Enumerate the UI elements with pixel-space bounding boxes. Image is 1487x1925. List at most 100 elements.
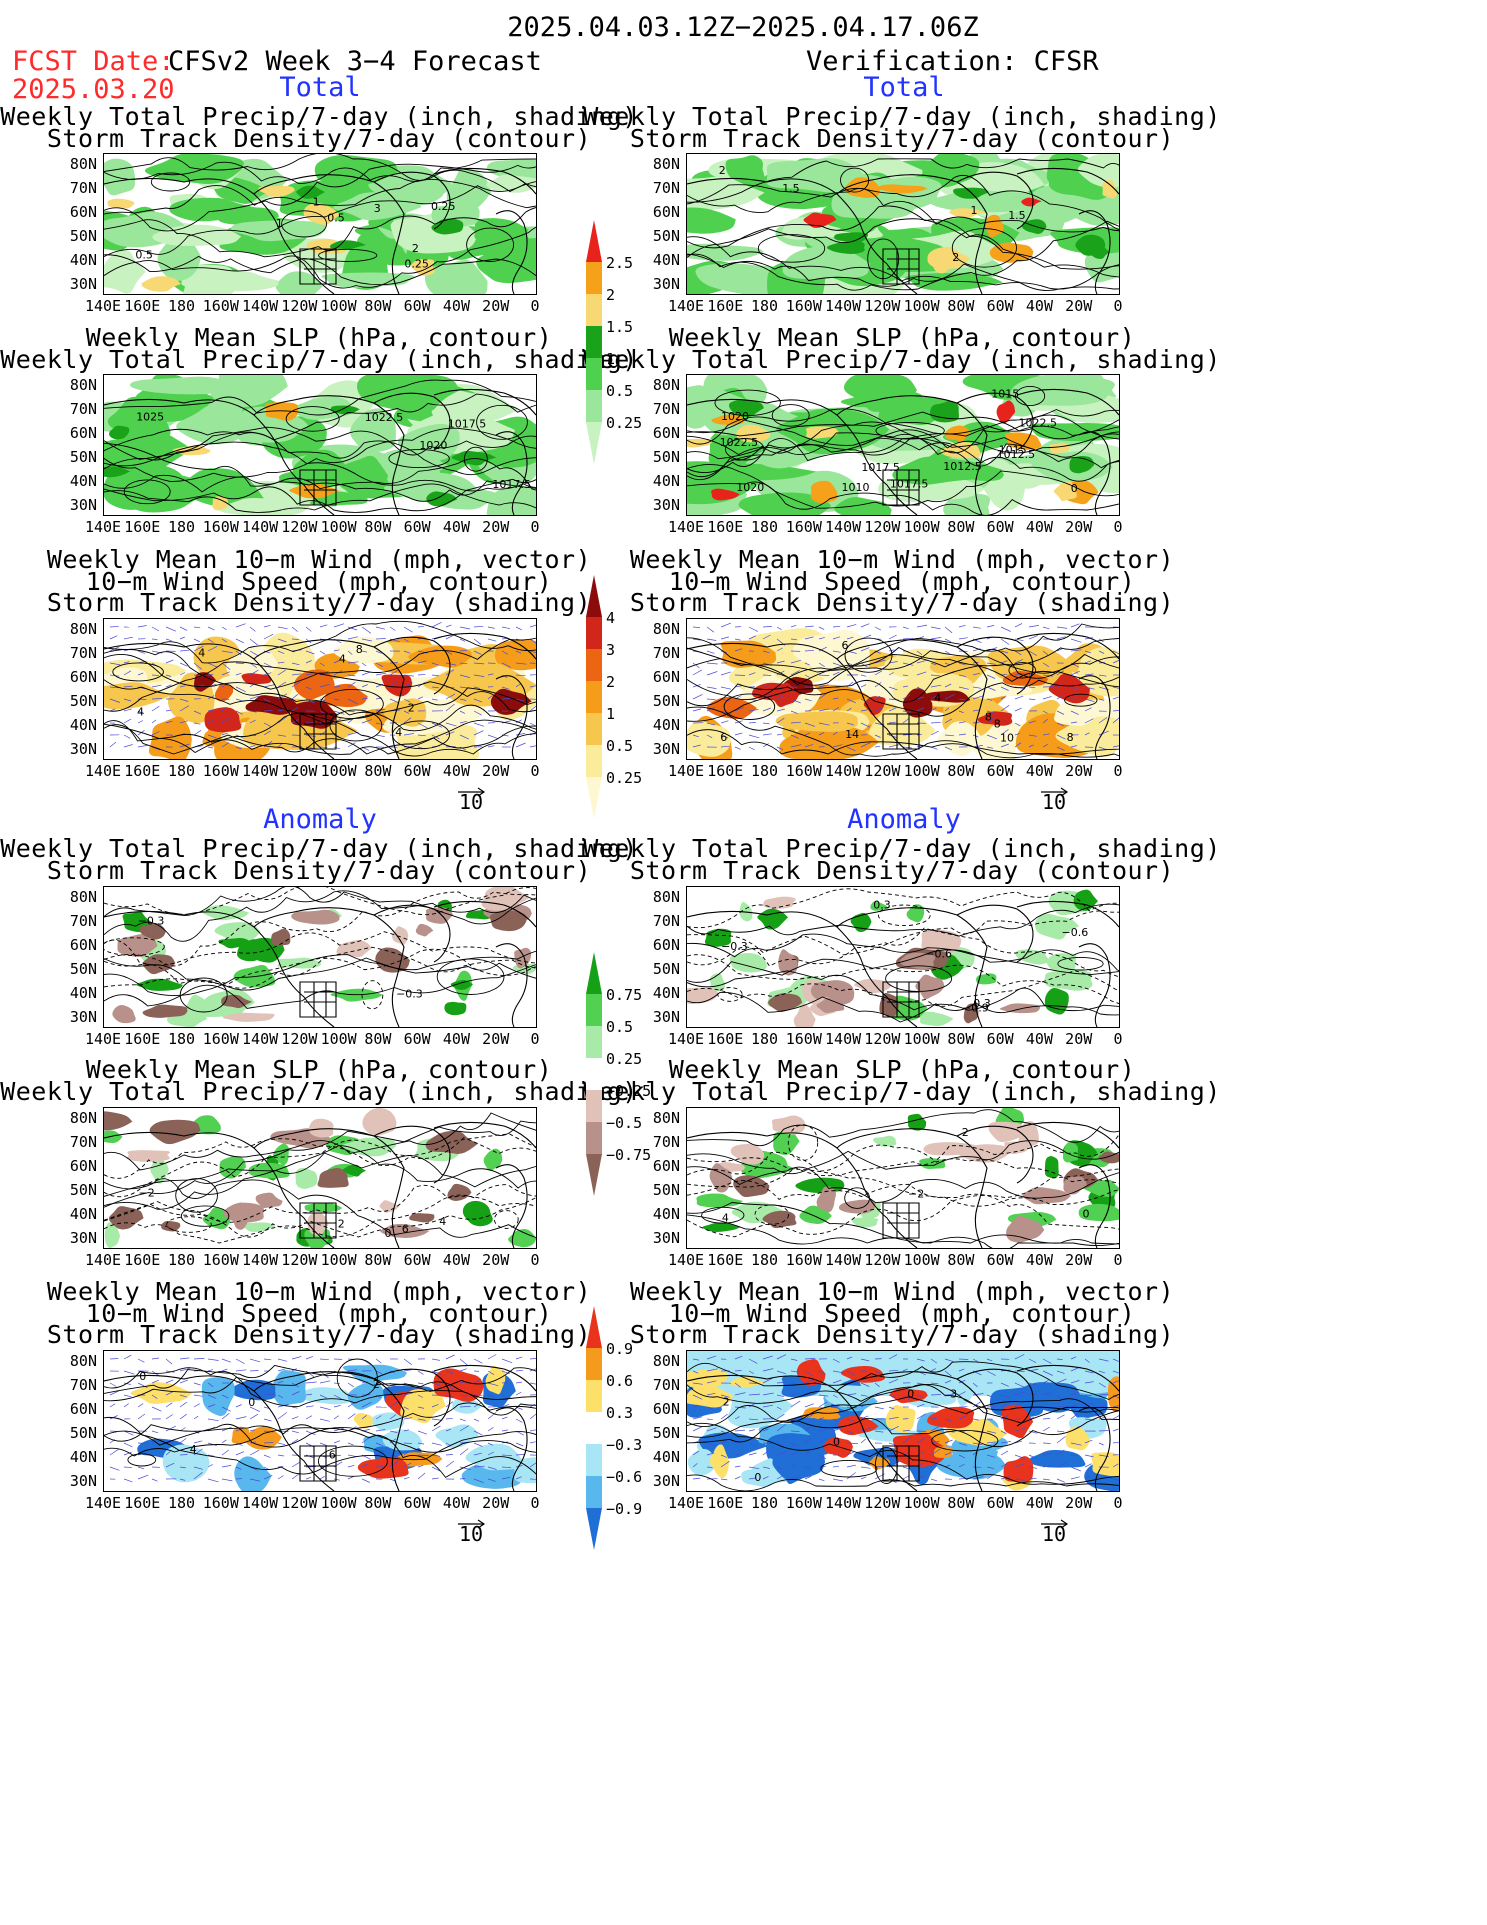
- lon-label: 20W: [482, 1251, 510, 1269]
- wind-vector: [277, 716, 287, 724]
- wind-vector: [790, 624, 797, 628]
- contour-label: 4: [190, 1443, 197, 1456]
- wind-vector: [1084, 1381, 1094, 1384]
- coastline: [299, 469, 337, 506]
- storm-positive-anomaly: [933, 1446, 954, 1459]
- wind-vector: [944, 734, 955, 737]
- contour-label: 1015: [999, 443, 1027, 456]
- wind-vector: [832, 625, 841, 628]
- wind-vector: [529, 745, 536, 748]
- lon-label: 160W: [785, 762, 822, 780]
- wind-vector: [249, 710, 257, 713]
- wind-vector: [417, 1464, 424, 1468]
- contour-line: [104, 720, 536, 755]
- wind-vector: [1014, 1478, 1025, 1481]
- storm-shading: [104, 682, 172, 710]
- wind-vector: [720, 636, 729, 640]
- wind-vector: [501, 1382, 509, 1384]
- coastline: [687, 910, 918, 1027]
- wind-vector: [1070, 1404, 1078, 1408]
- wind-vector: [706, 1355, 717, 1360]
- precip-shading: [1010, 375, 1115, 406]
- wind-vector: [860, 674, 867, 677]
- colorbar-label: 1: [606, 350, 616, 368]
- wind-vector: [137, 1403, 144, 1408]
- wind-vector: [958, 674, 967, 678]
- wind-vector: [986, 717, 994, 724]
- reference-vector: [457, 1514, 487, 1533]
- wind-vector: [487, 673, 494, 676]
- wind-vector: [473, 1358, 483, 1364]
- wind-vector: [958, 1414, 969, 1420]
- wind-vector: [776, 1394, 785, 1398]
- wind-vector: [165, 1358, 173, 1365]
- wind-vector: [1028, 698, 1036, 700]
- contour-label: 1025: [136, 411, 164, 424]
- wind-vector: [986, 1394, 993, 1398]
- wind-vector: [916, 1394, 924, 1399]
- contour-line: [687, 1410, 1119, 1448]
- wind-vector: [445, 634, 454, 640]
- storm-positive-anomaly: [838, 1416, 879, 1436]
- wind-vector: [417, 696, 423, 700]
- lat-label: 50N: [69, 448, 97, 466]
- contour-line: [104, 182, 536, 257]
- wind-vector: [417, 673, 426, 676]
- contour-line: [104, 483, 536, 513]
- precip-dry-anomaly: [899, 952, 936, 970]
- wind-vector: [1070, 1391, 1080, 1396]
- wind-vector: [1056, 1462, 1067, 1468]
- wind-vector: [123, 718, 132, 724]
- wind-vector: [944, 1439, 953, 1444]
- wind-vector: [734, 674, 746, 676]
- wind-vector: [762, 1377, 773, 1384]
- wind-vector: [860, 647, 870, 652]
- lat-label: 80N: [652, 376, 680, 394]
- wind-vector: [319, 1358, 329, 1361]
- wind-vector: [1028, 1417, 1035, 1420]
- contour-label: 4: [722, 1212, 729, 1225]
- contour-label: 1020: [736, 481, 764, 494]
- wind-vector: [1084, 1454, 1094, 1458]
- wind-vector: [916, 686, 925, 691]
- map-r2: 1022.5 1012.5 1015 1020 1012.5 1017.5 1020 1015…: [686, 374, 1120, 516]
- precip-wet-anomaly: [135, 978, 183, 991]
- storm-negative-anomaly: [271, 1370, 306, 1406]
- wind-vector: [137, 672, 144, 676]
- section-total-left: Total: [279, 72, 361, 103]
- storm-positive-anomaly: [357, 1456, 409, 1479]
- contour-line: [687, 903, 1119, 937]
- wind-vector: [860, 1438, 866, 1444]
- wind-vector: [776, 695, 784, 700]
- wind-vector: [1112, 696, 1119, 700]
- wind-vector: [431, 1477, 439, 1480]
- contour-ring: [175, 1178, 218, 1213]
- wind-vector: [347, 1402, 355, 1408]
- wind-vector: [748, 1442, 756, 1447]
- wind-vector: [762, 1450, 769, 1456]
- precip-dry-anomaly: [142, 954, 176, 975]
- wind-vector: [151, 638, 158, 640]
- precip-dry-anomaly: [425, 1130, 478, 1154]
- wind-vector: [958, 686, 969, 690]
- wind-vector: [291, 1462, 300, 1468]
- lon-label: 180: [167, 762, 196, 780]
- contour-line: [104, 428, 536, 476]
- contour-label: 0: [385, 1227, 392, 1240]
- wind-vector: [277, 1475, 284, 1480]
- wind-vector: [515, 674, 526, 677]
- lon-label: 120W: [864, 1030, 901, 1048]
- coastline: [887, 470, 919, 505]
- lon-label: 0: [1113, 762, 1123, 780]
- lon-label: 20W: [482, 1494, 510, 1512]
- wind-vector: [515, 1442, 524, 1447]
- wind-vector: [706, 698, 716, 700]
- contour-label: 4: [198, 646, 205, 659]
- lon-label: 160E: [124, 1494, 161, 1512]
- wind-vector: [529, 1413, 536, 1420]
- storm-positive-anomaly: [433, 1368, 484, 1402]
- precip-wet-anomaly: [450, 979, 474, 990]
- wind-vector: [445, 1460, 455, 1468]
- lat-label: 30N: [652, 1472, 680, 1490]
- coastline: [373, 392, 451, 451]
